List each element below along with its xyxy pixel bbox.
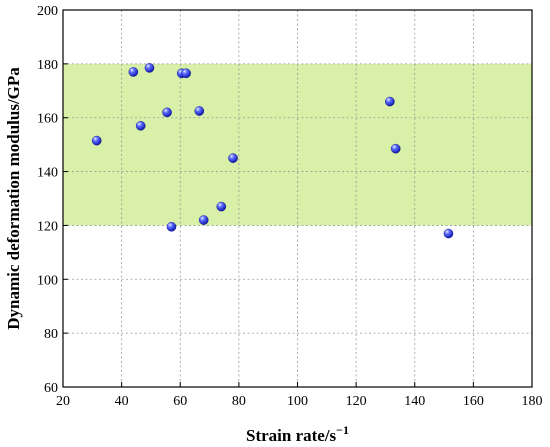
tick-labels: 20 40 60 80 100 120 140 160 180 60 80 100 120 140 160 1… — [37, 4, 543, 409]
y-axis-title: Dynamic deformation modulus/GPa — [4, 67, 23, 330]
x-axis-title-main: Strain rate/s — [246, 426, 337, 445]
x-tick-label: 80 — [232, 394, 246, 409]
data-point — [135, 120, 146, 131]
y-tick-label: 60 — [44, 381, 58, 396]
data-point — [228, 153, 238, 163]
data-point — [198, 215, 209, 225]
data-point — [390, 143, 401, 154]
x-tick-label: 100 — [287, 394, 308, 409]
x-tick-label: 140 — [404, 394, 425, 409]
y-tick-label: 80 — [44, 327, 58, 342]
data-point — [181, 68, 191, 79]
data-points — [91, 63, 454, 239]
x-axis-title: Strain rate/s−1 — [246, 423, 349, 445]
y-tick-label: 160 — [37, 112, 58, 127]
data-point — [162, 107, 172, 118]
x-tick-label: 160 — [463, 394, 484, 409]
x-tick-label: 40 — [115, 394, 129, 409]
data-point — [443, 228, 454, 239]
highlight-band — [63, 63, 532, 226]
grid-lines — [63, 10, 532, 387]
y-tick-label: 140 — [37, 166, 58, 181]
x-axis-title-superscript: −1 — [336, 423, 349, 437]
x-tick-label: 180 — [522, 394, 543, 409]
y-tick-label: 180 — [37, 58, 58, 73]
data-point — [194, 106, 205, 116]
data-point — [385, 96, 395, 107]
data-point — [166, 221, 177, 232]
axis-ticks — [62, 9, 533, 388]
y-tick-label: 120 — [37, 219, 58, 234]
data-point — [144, 63, 155, 73]
y-tick-label: 100 — [37, 273, 58, 288]
x-tick-label: 20 — [56, 394, 70, 409]
data-point — [216, 201, 227, 212]
x-tick-label: 120 — [346, 394, 367, 409]
data-point — [91, 135, 102, 146]
data-point — [128, 67, 139, 77]
y-tick-label: 200 — [37, 4, 58, 19]
x-tick-label: 60 — [173, 394, 187, 409]
